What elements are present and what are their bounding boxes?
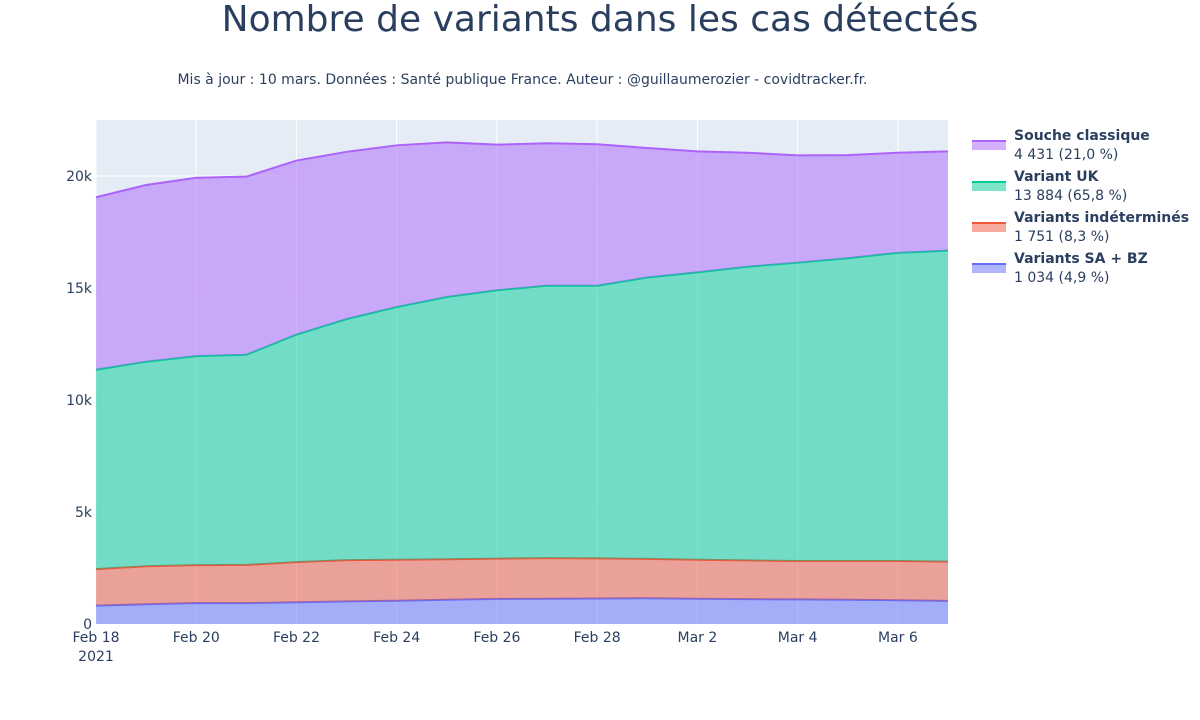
x-tick-label: Mar 2 [678,630,718,646]
line-souche-classique [95,141,949,199]
x-tick-label: Feb 24 [373,630,420,646]
x-tick-sublabel: 2021 [78,649,114,665]
legend-value: 13 884 (65,8 %) [1014,188,1128,204]
area-variants-indetermines [96,558,948,606]
chart-title: Nombre de variants dans les cas détectés [221,0,979,40]
y-tick-label: 10k [66,393,93,409]
legend-item-souche-classique[interactable]: Souche classique 4 431 (21,0 %) [972,128,1200,169]
x-axis: Feb 18 2021 Feb 20 Feb 22 Feb 24 Feb 26 Feb 28… [72,630,917,665]
legend-item-variant-uk[interactable]: Variant UK 13 884 (65,8 %) [972,169,1200,210]
x-tick-label: Mar 6 [878,630,918,646]
chart-subtitle: Mis à jour : 10 mars. Données : Santé pu… [177,72,868,88]
legend-value: 1 034 (4,9 %) [1014,270,1110,286]
y-axis: 0 5k 10k 15k 20k [66,169,93,633]
x-tick-label: Feb 22 [273,630,320,646]
y-tick-label: 0 [83,617,92,633]
legend-name: Variants SA + BZ [1014,251,1148,267]
legend-name: Variant UK [1014,169,1099,185]
legend-swatch [972,181,1006,191]
area-variants-sa-bz [96,598,948,624]
legend-name: Souche classique [1014,128,1150,144]
y-tick-label: 15k [66,281,93,297]
y-tick-label: 20k [66,169,93,185]
y-tick-label: 5k [75,505,93,521]
legend-value: 1 751 (8,3 %) [1014,229,1110,245]
stacked-areas [95,141,949,624]
legend-swatch [972,222,1006,232]
area-souche-classique [96,142,948,370]
x-tick-label: Feb 20 [173,630,220,646]
x-tick-label: Feb 28 [574,630,621,646]
x-tick-label: Mar 4 [778,630,818,646]
legend-swatch [972,140,1006,150]
x-tick-label: Feb 18 [72,630,119,646]
legend: Souche classique 4 431 (21,0 %) Variant UK… [972,128,1200,292]
legend-item-variants-sa-bz[interactable]: Variants SA + BZ 1 034 (4,9 %) [972,251,1200,292]
legend-swatch [972,263,1006,273]
x-tick-label: Feb 26 [473,630,520,646]
legend-value: 4 431 (21,0 %) [1014,147,1119,163]
legend-item-variants-indetermines[interactable]: Variants indéterminés 1 751 (8,3 %) [972,210,1200,251]
legend-name: Variants indéterminés [1014,210,1190,226]
area-variant-uk [96,250,948,570]
